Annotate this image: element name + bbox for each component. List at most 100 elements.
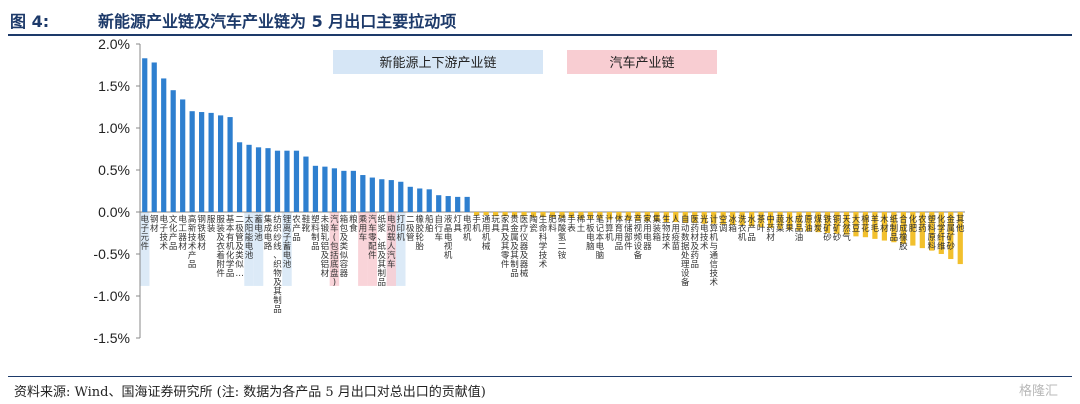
category-label: 电工器材 <box>178 214 187 252</box>
category-label: 塑料原料 <box>928 215 937 252</box>
category-label: 水产品 <box>747 214 756 243</box>
bar <box>151 62 157 213</box>
bar <box>388 180 394 212</box>
bar <box>862 212 869 238</box>
bar <box>303 156 309 212</box>
category-label: 未锻轧铝及铝材 <box>321 214 330 279</box>
category-label: 磷酸氢二铵 <box>558 214 567 261</box>
bar <box>805 212 812 232</box>
category-label: 船舶 <box>425 214 434 234</box>
y-axis: 2.0% 1.5% 1.0% 0.5% 0.0% -0.5% -1.0% -1.5% <box>93 36 965 346</box>
category-label: 笔记本电脑 <box>596 214 605 261</box>
category-label: 其他 <box>956 215 965 234</box>
bar <box>758 212 764 228</box>
category-label: 人用疫苗 <box>672 215 681 252</box>
highlight-band <box>244 212 254 286</box>
category-label: 服装及衣着附件 <box>216 215 225 279</box>
bar <box>929 212 935 251</box>
bar <box>407 186 413 212</box>
y-tick-label: 2.0% <box>98 36 130 52</box>
source-bar: 资料来源: Wind、国海证券研究所 (注: 数据为各产品 5 月出口对总出口的… <box>8 376 1072 401</box>
bar <box>654 212 660 222</box>
bar <box>606 212 613 220</box>
bar <box>369 177 375 212</box>
bar <box>682 212 688 223</box>
bar <box>692 212 698 223</box>
category-label: 液晶电视机 <box>444 214 453 261</box>
bar <box>739 212 745 226</box>
category-label: 金属矿砂 <box>947 214 956 252</box>
category-label: 天然气 <box>842 215 851 243</box>
category-label: 中药材 <box>766 214 775 243</box>
category-label: 生命科学技术 <box>539 214 548 270</box>
category-label: 原油 <box>804 215 813 234</box>
figure-title: 新能源产业链及汽车产业链为 5 月出口主要拉动项 <box>98 12 457 31</box>
category-label: 医疗仪器及器械 <box>520 215 529 279</box>
y-tick-label: -1.5% <box>93 330 130 346</box>
category-label: 太阳能电池 <box>245 214 254 261</box>
bar <box>777 212 783 229</box>
bar <box>350 170 356 212</box>
highlight-band <box>329 212 340 286</box>
category-label: 体育用品 <box>615 214 624 252</box>
watermark: 格隆汇 <box>1018 384 1058 399</box>
bar <box>246 144 252 212</box>
category-label: 计算机 <box>605 214 614 243</box>
category-label: 自动数据处理设备 <box>681 214 690 288</box>
category-label: 电动载人汽车 <box>387 214 396 270</box>
bar <box>796 212 802 231</box>
category-label: 粮食 <box>349 214 358 234</box>
highlight-band <box>396 212 406 286</box>
category-label: 纸制品 <box>890 214 899 243</box>
highlight-band <box>282 212 292 286</box>
category-label: 空调 <box>719 214 728 234</box>
bar <box>616 212 622 220</box>
category-label: 手表 <box>567 214 576 234</box>
category-label: 化学纤维 <box>937 214 946 252</box>
bar <box>464 196 470 212</box>
legend-swatch <box>567 50 717 74</box>
bar <box>208 112 214 212</box>
category-label: 生物技术 <box>662 214 671 252</box>
category-label: 高新技术产品 <box>188 214 197 270</box>
bar <box>549 212 556 218</box>
bar <box>853 212 859 237</box>
y-tick-label: 1.0% <box>98 120 130 136</box>
bar <box>663 212 669 223</box>
legend-label: 汽车产业链 <box>609 55 674 71</box>
bar <box>379 179 385 212</box>
category-label: 二极管及类似… <box>235 215 244 279</box>
category-label: 家用电器 <box>643 214 652 252</box>
category-label: 铜矿砂 <box>833 214 842 243</box>
bar <box>217 115 224 212</box>
category-label: 洗衣机 <box>738 214 747 243</box>
bar <box>919 212 925 249</box>
bar <box>255 147 262 212</box>
bar <box>142 58 148 212</box>
highlight-band <box>253 212 264 286</box>
bar <box>341 170 347 212</box>
bar <box>445 196 451 212</box>
legend: 新能源上下游产业链 汽车产业链 <box>333 50 717 74</box>
category-label: 光电技术 <box>700 214 709 252</box>
category-label: 服装 <box>207 215 216 234</box>
legend-label: 新能源上下游产业链 <box>379 55 496 71</box>
bar <box>559 212 565 218</box>
category-label: 文化产品 <box>169 214 178 252</box>
source-note: 资料来源: Wind、国海证券研究所 (注: 数据为各产品 5 月出口对总出口的… <box>14 385 486 400</box>
category-label: 集装箱 <box>653 214 662 243</box>
bar <box>284 150 290 212</box>
category-label: 肥料 <box>548 215 557 234</box>
y-tick-label: 1.5% <box>98 78 130 94</box>
bar <box>492 212 499 217</box>
bar <box>417 188 423 212</box>
bar <box>730 212 736 225</box>
bar <box>815 212 821 233</box>
category-label: 家具及其零件 <box>501 214 510 270</box>
category-label: 基本有机化学品 <box>226 214 235 279</box>
legend-swatch <box>333 50 543 74</box>
category-label: 棉花 <box>861 214 870 234</box>
bar <box>587 212 594 219</box>
bar <box>189 111 195 212</box>
bar <box>843 212 850 235</box>
